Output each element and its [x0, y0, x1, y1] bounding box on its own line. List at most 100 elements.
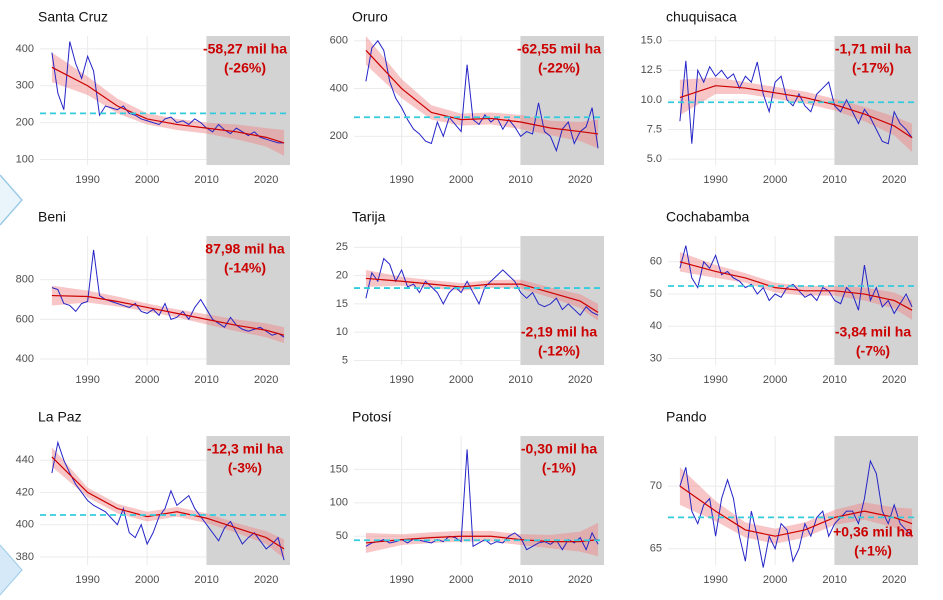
data-line [365, 39, 599, 153]
y-tick-label: 40 [650, 320, 662, 332]
highlight-region [520, 436, 604, 565]
x-tick-label: 2000 [135, 174, 159, 186]
y-tick-label: 400 [16, 519, 34, 531]
confidence-band [51, 447, 285, 559]
annotation: (-17%) [852, 60, 894, 76]
x-tick-label: 2000 [763, 374, 787, 386]
annotation: -2,19 mil ha [521, 324, 597, 340]
panel-title: Tarija [352, 209, 386, 225]
trend-line [51, 294, 285, 336]
panel-title: Santa Cruz [38, 9, 108, 25]
highlight-region [520, 36, 604, 165]
trend-line [679, 85, 913, 139]
y-tick-label: 5 [342, 354, 348, 366]
y-tick-label: 600 [330, 35, 348, 47]
data-line [365, 449, 599, 551]
x-tick-label: 2000 [763, 574, 787, 586]
x-tick-label: 1990 [703, 574, 727, 586]
panel-title: Pando [666, 409, 707, 425]
annotation: 87,98 mil ha [205, 241, 285, 257]
x-tick-label: 1990 [75, 174, 99, 186]
confidence-band [365, 522, 599, 557]
data-line [51, 440, 285, 561]
y-tick-label: 100 [330, 497, 348, 509]
y-tick-label: 300 [16, 80, 34, 92]
annotation: (-14%) [224, 260, 266, 276]
x-tick-label: 2020 [254, 574, 278, 586]
x-tick-label: 2020 [568, 174, 592, 186]
panel: Beni 400 600 800 1990 2000 2010 2020 87,98 mil h… [16, 209, 290, 386]
y-tick-label: 100 [16, 153, 34, 165]
x-tick-label: 2010 [822, 174, 846, 186]
y-tick-label: 70 [650, 480, 662, 492]
annotation: -0,30 mil ha [521, 441, 597, 457]
x-tick-label: 2020 [882, 174, 906, 186]
y-tick-label: 600 [16, 313, 34, 325]
y-tick-label: 50 [650, 288, 662, 300]
panel: Oruro 200 400 600 1990 2000 2010 2020 -62,55 mil… [330, 9, 604, 186]
x-tick-label: 2000 [135, 574, 159, 586]
x-tick-label: 1990 [389, 174, 413, 186]
x-tick-label: 2020 [882, 374, 906, 386]
annotation: -58,27 mil ha [203, 41, 287, 57]
x-tick-label: 2010 [508, 374, 532, 386]
x-tick-label: 1990 [703, 174, 727, 186]
x-tick-label: 2000 [449, 374, 473, 386]
highlight-region [520, 236, 604, 365]
y-tick-label: 400 [330, 82, 348, 94]
panel: La Paz 380 400 420 440 1990 2000 2010 2020 -12,3 … [16, 409, 290, 586]
data-line [365, 257, 599, 316]
x-tick-label: 2000 [763, 174, 787, 186]
panel: Potosí 50 100 150 1990 2000 2010 2020 -0,30 mil … [330, 409, 604, 586]
annotation: (-7%) [856, 343, 890, 359]
y-tick-label: 400 [16, 43, 34, 55]
panel-title: Potosí [352, 409, 392, 425]
trend-line [51, 456, 285, 550]
x-tick-label: 1990 [75, 374, 99, 386]
annotation: (-3%) [228, 460, 262, 476]
y-tick-label: 25 [336, 241, 348, 253]
annotation: (-1%) [542, 460, 576, 476]
y-tick-label: 20 [336, 270, 348, 282]
annotation: (+1%) [854, 543, 892, 559]
x-tick-label: 2000 [449, 174, 473, 186]
y-tick-label: 200 [16, 117, 34, 129]
x-tick-label: 2020 [254, 374, 278, 386]
confidence-band [365, 269, 599, 321]
y-tick-label: 15 [336, 298, 348, 310]
x-tick-label: 2000 [449, 574, 473, 586]
y-tick-label: 440 [16, 454, 34, 466]
panel: Santa Cruz 100 200 300 400 1990 2000 2010 2020 -5… [16, 9, 290, 186]
trend-line [679, 485, 913, 537]
y-tick-label: 15.0 [641, 35, 662, 47]
x-tick-label: 2010 [194, 174, 218, 186]
y-tick-label: 150 [330, 463, 348, 475]
y-tick-label: 30 [650, 352, 662, 364]
x-tick-label: 1990 [75, 574, 99, 586]
y-tick-label: 12.5 [641, 64, 662, 76]
panel: Cochabamba 30 40 50 60 1990 2000 2010 2020 -3,84 … [650, 209, 918, 386]
panel: chuquisaca 5.0 7.5 10.0 12.5 15.0 1990 2000 2010… [641, 9, 918, 186]
x-tick-label: 2010 [822, 374, 846, 386]
x-tick-label: 1990 [703, 374, 727, 386]
annotation: (-22%) [538, 60, 580, 76]
trend-line [365, 277, 599, 313]
confidence-band [679, 252, 913, 320]
annotation: -62,55 mil ha [517, 41, 601, 57]
y-tick-label: 5.0 [647, 153, 662, 165]
data-line [679, 60, 913, 145]
y-tick-label: 7.5 [647, 123, 662, 135]
panel: Pando 65 70 1990 2000 2010 2020 +0,36 mil ha (+1… [650, 409, 918, 586]
panel-title: Beni [38, 209, 66, 225]
highlight-region [206, 236, 290, 365]
x-tick-label: 2010 [194, 374, 218, 386]
annotation: (-12%) [538, 343, 580, 359]
x-tick-label: 1990 [389, 574, 413, 586]
trend-line [679, 261, 913, 311]
y-tick-label: 60 [650, 256, 662, 268]
x-tick-label: 2010 [508, 574, 532, 586]
data-line [679, 245, 913, 315]
annotation: +0,36 mil ha [833, 524, 913, 540]
x-tick-label: 2010 [822, 574, 846, 586]
